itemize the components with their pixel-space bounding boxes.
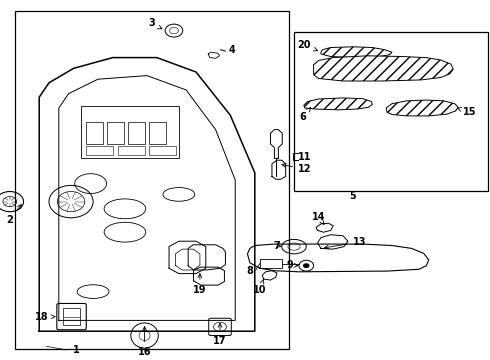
Text: 11: 11 xyxy=(298,152,312,162)
Text: 15: 15 xyxy=(457,107,477,117)
Text: 19: 19 xyxy=(193,274,207,295)
Bar xyxy=(86,122,103,144)
Text: 5: 5 xyxy=(349,191,356,201)
Bar xyxy=(81,106,179,158)
Text: 4: 4 xyxy=(228,45,235,55)
Bar xyxy=(128,122,145,144)
Text: 17: 17 xyxy=(213,323,227,346)
Text: 18: 18 xyxy=(35,312,55,322)
Text: 12: 12 xyxy=(282,163,312,174)
Bar xyxy=(260,259,282,268)
Bar xyxy=(15,11,289,349)
Text: 14: 14 xyxy=(312,212,325,225)
Text: 2: 2 xyxy=(6,204,22,225)
Bar xyxy=(149,122,166,144)
Text: 16: 16 xyxy=(138,327,151,357)
Bar xyxy=(294,32,488,191)
Polygon shape xyxy=(321,47,392,58)
Text: 10: 10 xyxy=(253,279,267,295)
Text: 7: 7 xyxy=(273,240,281,251)
Text: 20: 20 xyxy=(297,40,318,51)
Bar xyxy=(107,122,124,144)
Bar xyxy=(118,146,145,155)
Text: 8: 8 xyxy=(246,266,253,276)
Text: 13: 13 xyxy=(324,237,367,249)
Polygon shape xyxy=(314,56,453,81)
Polygon shape xyxy=(386,100,458,116)
Circle shape xyxy=(303,263,310,268)
Polygon shape xyxy=(304,98,372,110)
Text: 1: 1 xyxy=(73,345,79,355)
Text: 9: 9 xyxy=(287,260,298,270)
Bar xyxy=(149,146,176,155)
Text: 3: 3 xyxy=(148,18,162,29)
Bar xyxy=(86,146,113,155)
Text: 6: 6 xyxy=(299,108,311,122)
Bar xyxy=(63,308,80,325)
